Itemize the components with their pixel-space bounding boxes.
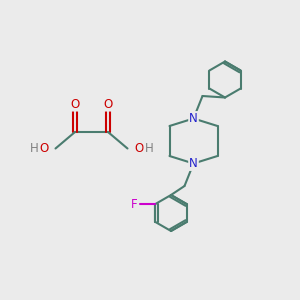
Text: O: O [40,142,49,155]
Text: O: O [134,142,143,155]
Text: H: H [29,142,38,155]
Text: O: O [70,98,80,111]
Text: H: H [145,142,154,155]
Text: F: F [130,197,137,211]
Text: N: N [189,157,198,170]
Text: N: N [189,112,198,125]
Text: O: O [103,98,112,111]
